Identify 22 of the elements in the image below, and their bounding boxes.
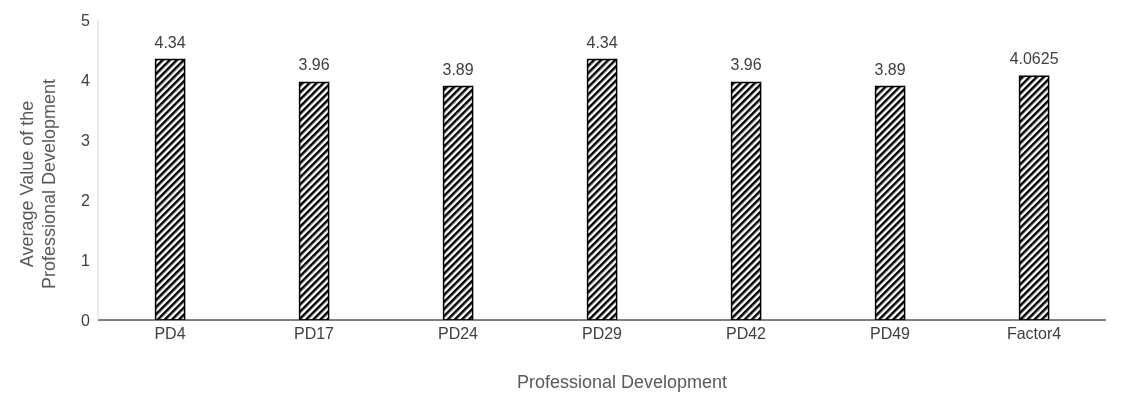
x-tick-label: PD17	[293, 325, 335, 343]
x-tick-label: PD24	[437, 325, 479, 343]
x-tick-label: PD4	[154, 325, 186, 343]
y-tick-label: 2	[81, 191, 91, 209]
x-tick-label: PD42	[725, 325, 767, 343]
x-axis-title: Professional Development	[516, 372, 728, 392]
x-tick-label: PD29	[581, 325, 623, 343]
y-tick-label: 5	[81, 11, 91, 29]
y-axis-title: Average Value of the Professional Development	[17, 78, 59, 290]
data-label: 4.34	[154, 33, 186, 51]
y-tick-label: 0	[81, 311, 91, 329]
y-tick-label: 4	[81, 71, 91, 89]
x-tick-label: Factor4	[1006, 325, 1062, 343]
data-label: 3.96	[298, 56, 330, 74]
data-label: 4.0625	[1009, 50, 1059, 68]
data-label: 3.89	[874, 60, 906, 78]
data-label: 3.96	[730, 56, 762, 74]
data-label: 3.89	[442, 60, 474, 78]
y-tick-label: 3	[81, 131, 91, 149]
y-tick-label: 1	[81, 251, 91, 269]
data-label: 4.34	[586, 33, 618, 51]
x-tick-label: PD49	[869, 325, 911, 343]
